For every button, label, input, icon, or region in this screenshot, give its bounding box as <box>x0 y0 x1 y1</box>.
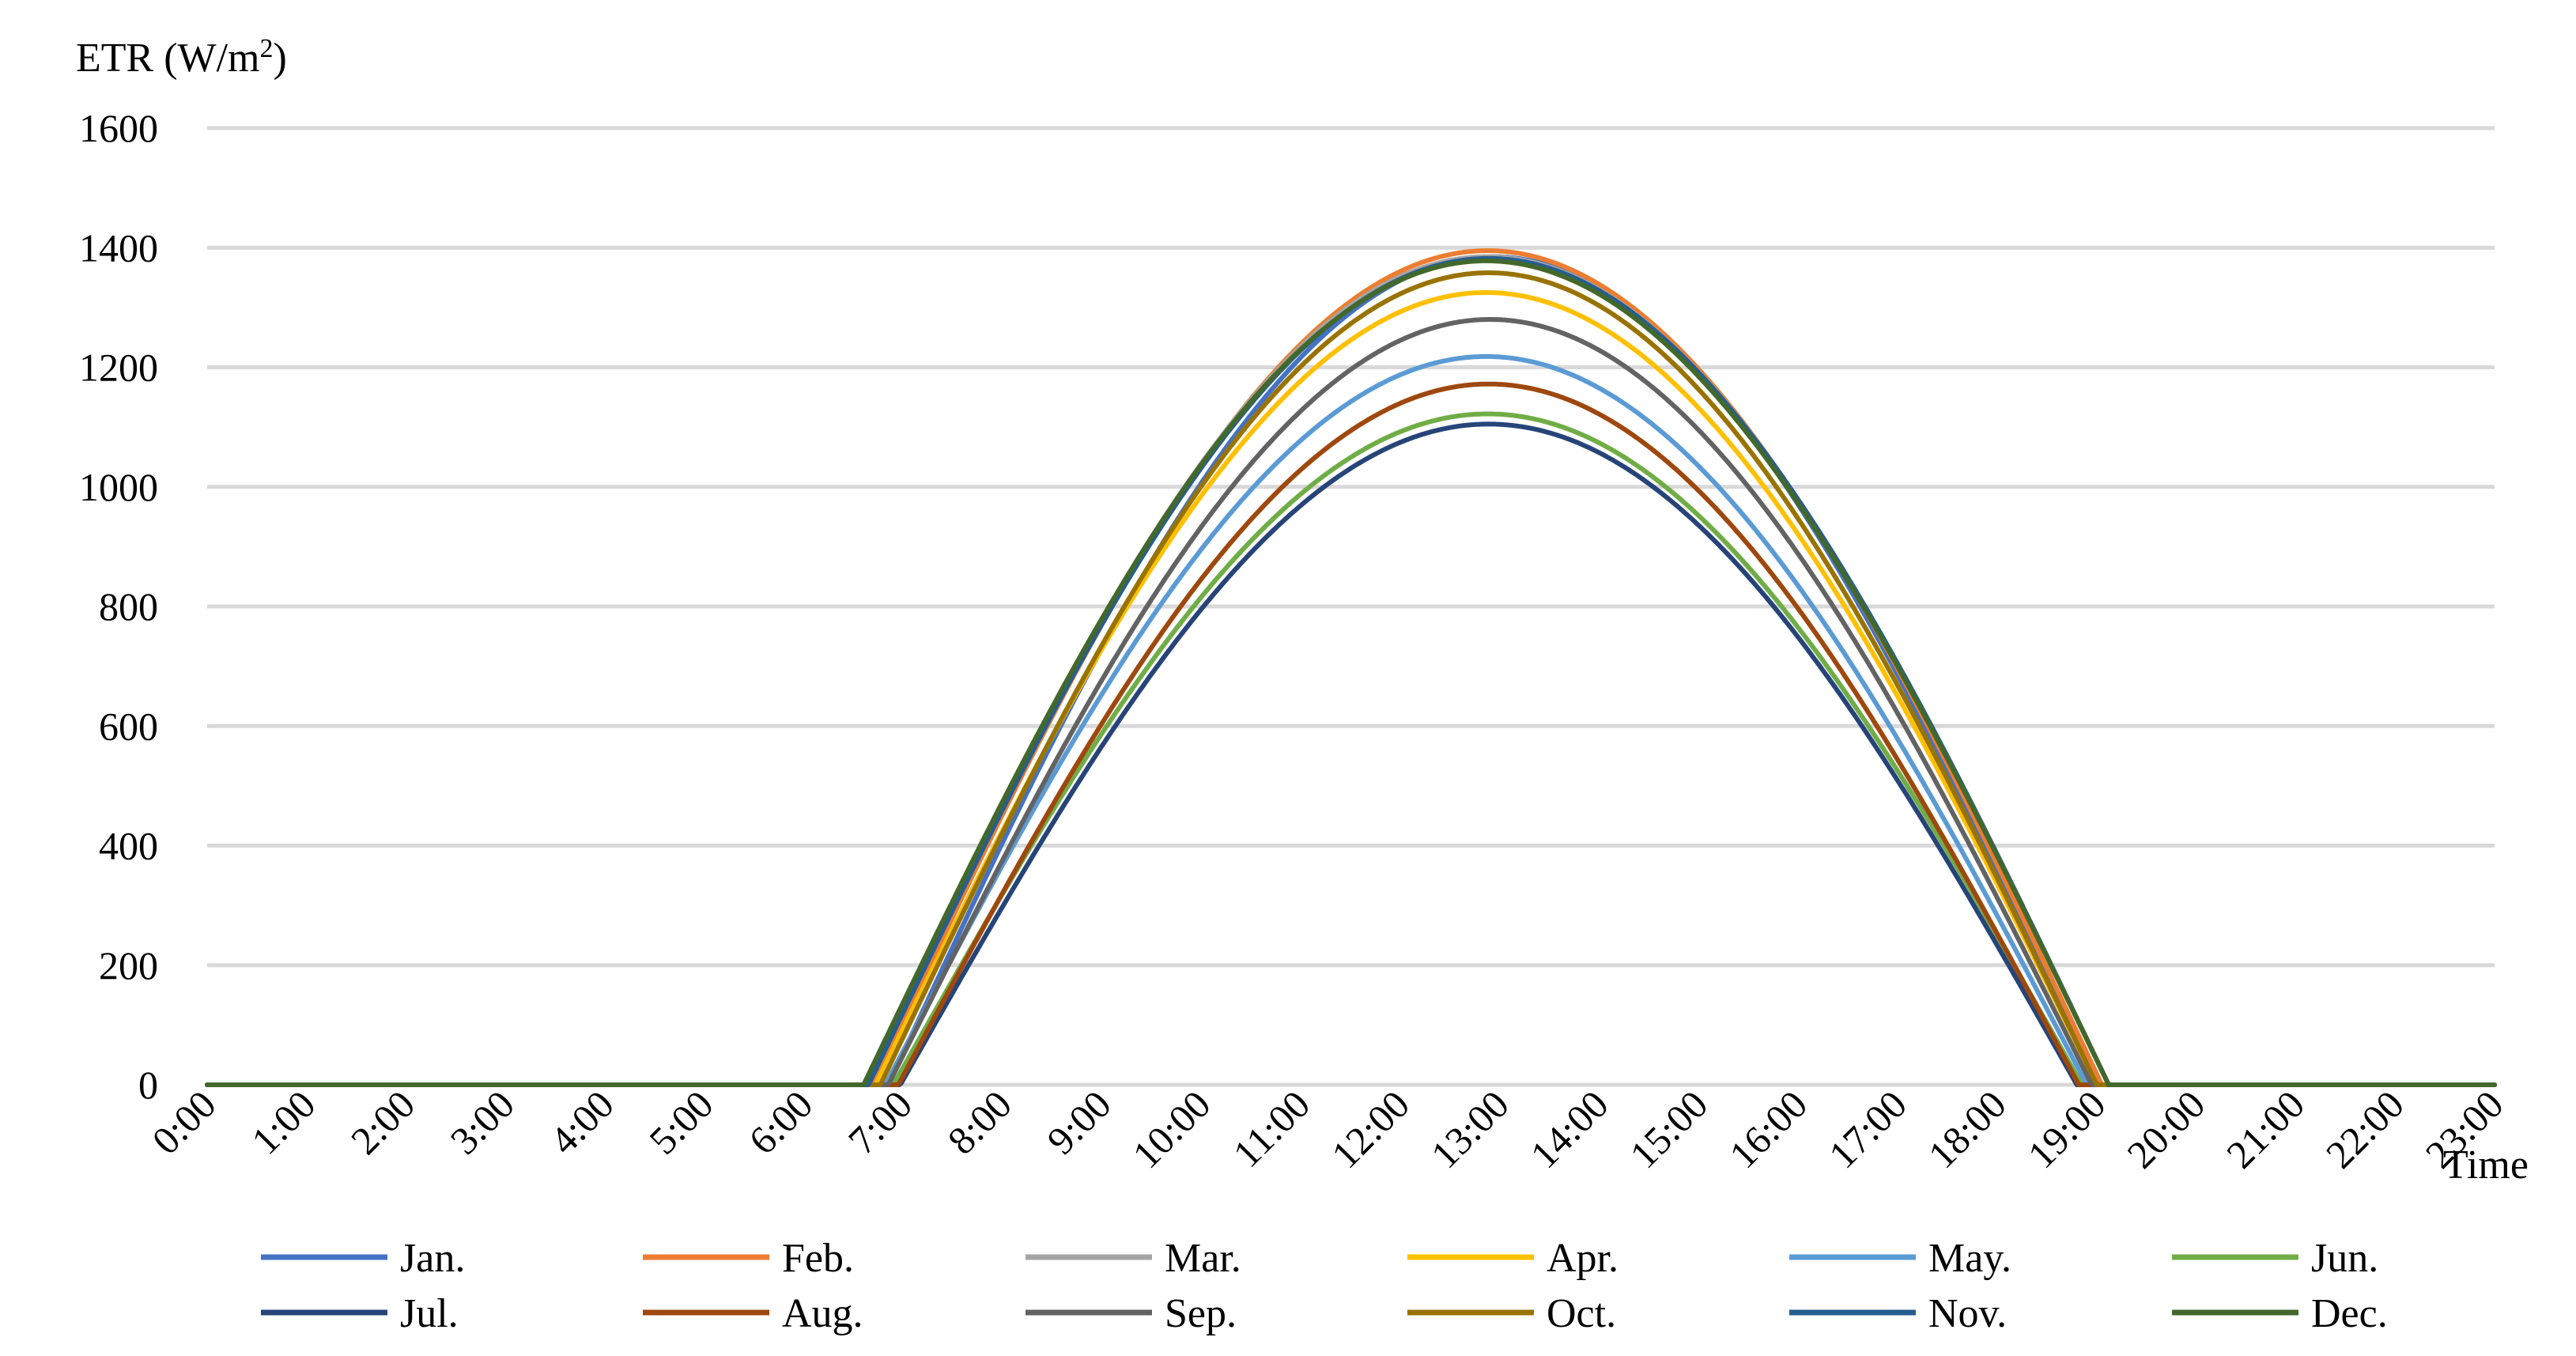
gridlines <box>207 126 2495 1087</box>
legend-label-aug: Aug. <box>782 1291 863 1336</box>
legend-label-jan: Jan. <box>400 1236 465 1281</box>
y-tick-label: 1400 <box>79 225 158 270</box>
legend-label-jun: Jun. <box>2311 1236 2378 1281</box>
x-tick-label: 17:00 <box>1820 1082 1915 1177</box>
legend-label-feb: Feb. <box>782 1236 854 1281</box>
x-tick-label: 21:00 <box>2218 1082 2313 1177</box>
legend-label-may: May. <box>1928 1236 2011 1281</box>
x-tick-label: 19:00 <box>2019 1082 2114 1177</box>
series-line-jul <box>205 421 2497 1087</box>
y-tick-label: 1200 <box>79 346 158 390</box>
x-tick-label: 9:00 <box>1038 1082 1119 1162</box>
y-tick-label: 800 <box>99 584 158 629</box>
x-tick-label: 15:00 <box>1621 1082 1716 1177</box>
x-tick-label: 18:00 <box>1920 1082 2015 1177</box>
series-line-mar <box>205 254 2497 1087</box>
legend-label-nov: Nov. <box>1928 1291 2007 1336</box>
series-line-sep <box>205 317 2497 1087</box>
legend-label-jul: Jul. <box>400 1291 459 1336</box>
legend-label-oct: Oct. <box>1547 1291 1616 1336</box>
x-axis-tick-labels: 0:00 1:00 2:00 3:00 4:00 5:00 6:00 7:00 8:00 9:00… <box>143 1082 2511 1177</box>
series-line-jan <box>205 254 2497 1087</box>
x-axis-label: Time <box>2443 1143 2529 1188</box>
x-tick-label: 12:00 <box>1323 1082 1418 1177</box>
x-tick-label: 7:00 <box>840 1082 920 1162</box>
y-tick-label: 1600 <box>79 106 158 150</box>
x-tick-label: 3:00 <box>442 1082 523 1162</box>
y-tick-label: 0 <box>138 1063 158 1107</box>
legend-label-apr: Apr. <box>1547 1236 1618 1281</box>
x-tick-label: 22:00 <box>2317 1082 2412 1177</box>
data-series <box>205 248 2497 1087</box>
series-line-oct <box>205 270 2497 1087</box>
x-tick-label: 2:00 <box>342 1082 423 1162</box>
x-tick-label: 4:00 <box>541 1082 621 1162</box>
x-tick-label: 1:00 <box>243 1082 323 1162</box>
y-tick-label: 1000 <box>79 465 158 509</box>
x-tick-label: 16:00 <box>1720 1082 1815 1177</box>
legend-label-mar: Mar. <box>1165 1236 1241 1281</box>
series-line-nov <box>205 255 2497 1087</box>
x-tick-label: 8:00 <box>939 1082 1020 1162</box>
x-tick-label: 10:00 <box>1124 1082 1218 1177</box>
series-line-aug <box>205 381 2497 1087</box>
series-line-feb <box>205 248 2497 1087</box>
x-tick-label: 6:00 <box>740 1082 821 1162</box>
y-tick-label: 200 <box>99 943 158 988</box>
x-tick-label: 13:00 <box>1422 1082 1517 1177</box>
y-tick-label: 600 <box>99 704 158 748</box>
y-tick-label: 400 <box>99 824 158 868</box>
series-line-jun <box>205 411 2497 1087</box>
series-line-dec <box>205 258 2497 1087</box>
x-tick-label: 5:00 <box>640 1082 721 1162</box>
y-axis-label-superscript: 2 <box>260 34 274 63</box>
legend-label-sep: Sep. <box>1165 1291 1237 1336</box>
x-tick-label: 20:00 <box>2118 1082 2213 1177</box>
x-tick-label: 11:00 <box>1225 1082 1319 1176</box>
legend: Jan. Feb. Mar. Apr. May. Jun. Jul. Aug. Sep. Oct.… <box>261 1236 2388 1336</box>
y-axis-label: ETR (W/m2) <box>76 34 287 81</box>
legend-label-dec: Dec. <box>2311 1291 2388 1336</box>
x-tick-label: 14:00 <box>1522 1082 1617 1177</box>
y-axis-tick-labels: 0 200 400 600 800 1000 1200 1400 1600 <box>79 106 158 1107</box>
